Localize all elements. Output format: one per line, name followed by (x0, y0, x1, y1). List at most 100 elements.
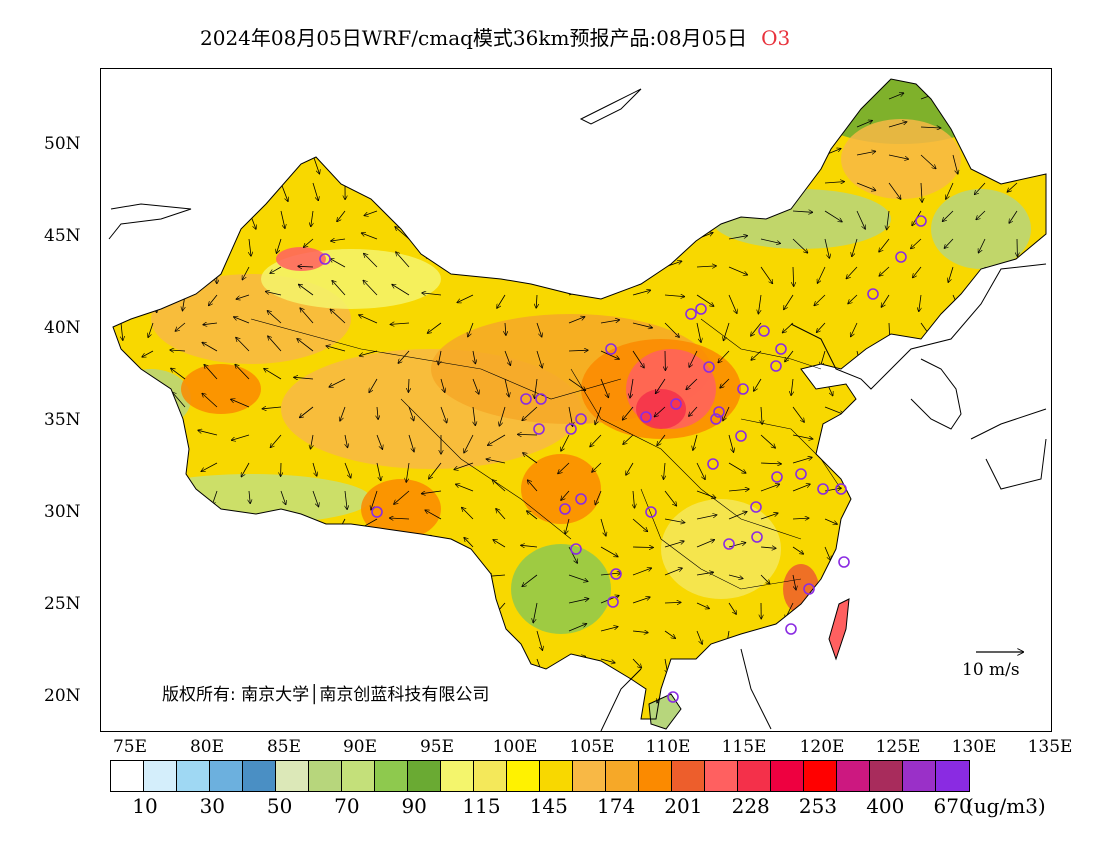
wind-vector (760, 513, 778, 520)
wind-vector (152, 266, 160, 285)
wind-vector (792, 574, 796, 590)
wind-vector (113, 686, 122, 697)
wind-vector (751, 630, 762, 646)
wind-vector (331, 239, 346, 241)
city-marker (607, 596, 619, 608)
wind-vector (301, 98, 314, 113)
colorbar-swatch (903, 761, 936, 791)
wind-vector (856, 428, 875, 436)
wind-vector (262, 602, 282, 603)
wind-vector (207, 91, 218, 100)
wind-vector (696, 154, 707, 168)
wind-vector (184, 602, 185, 622)
wind-vector (280, 518, 286, 535)
lon-label-85e: 85E (266, 737, 302, 757)
wind-vector (758, 714, 762, 719)
wind-vector (152, 602, 158, 619)
wind-vector (632, 238, 645, 239)
wind-vector (696, 490, 716, 498)
wind-vector (134, 685, 154, 687)
colorbar-label: 30 (199, 794, 226, 818)
wind-vector (888, 93, 904, 100)
wind-vector (952, 602, 957, 620)
wind-vector (664, 568, 682, 576)
wind-vector (332, 653, 346, 660)
city-marker (667, 691, 679, 703)
wind-vector (600, 238, 615, 244)
wind-vector (568, 574, 588, 581)
wind-vector (952, 347, 973, 352)
wind-vector (728, 434, 734, 452)
wind-vector (845, 574, 858, 590)
wind-vector (523, 453, 538, 464)
wind-vector (568, 599, 589, 604)
wind-vector (438, 350, 441, 365)
wind-vector (561, 490, 570, 500)
wind-vector (824, 238, 829, 258)
wind-vector (856, 378, 874, 389)
wind-vector (632, 261, 647, 268)
wind-vector (1016, 98, 1029, 115)
wind-vector (728, 294, 737, 313)
wind-vector (114, 658, 122, 677)
wind-vector (920, 630, 928, 646)
colorbar-label: 174 (597, 794, 636, 818)
wind-vector (271, 648, 282, 660)
wind-vector (1016, 317, 1035, 324)
wind-vector (249, 490, 250, 503)
city-marker (570, 543, 582, 555)
wind-vector (689, 350, 698, 367)
wind-vector (952, 434, 965, 440)
taiwan-island (828, 598, 850, 661)
wind-vector (600, 320, 619, 324)
wind-vector (568, 267, 582, 270)
wind-vector (464, 434, 474, 453)
wind-vector (277, 238, 282, 253)
wind-vector (600, 596, 619, 604)
wind-vector (536, 322, 542, 337)
wind-vector (888, 182, 901, 199)
wind-vector (696, 266, 716, 267)
korea-peninsula (910, 358, 962, 430)
wind-vector (216, 210, 223, 230)
wind-vector (824, 518, 837, 524)
wind-vector (502, 714, 506, 719)
wind-vector (696, 572, 713, 576)
wind-vector (792, 98, 804, 110)
wind-vector (521, 124, 538, 128)
wind-vector (824, 431, 845, 436)
wind-vector (462, 508, 474, 520)
wind-vector (655, 406, 666, 417)
province-boundary (700, 318, 822, 370)
wind-vector (568, 317, 585, 324)
wind-vector (888, 687, 902, 690)
wind-vector (332, 281, 346, 296)
wind-vector (533, 602, 538, 623)
wind-vector (632, 568, 651, 576)
wind-vector (184, 546, 189, 560)
wind-vector (121, 322, 123, 340)
wind-vector (492, 126, 506, 132)
wind-vector (150, 630, 154, 650)
wind-vector (984, 715, 1005, 717)
wind-vector (487, 231, 506, 240)
wind-vector (142, 87, 154, 100)
wind-vector (425, 510, 442, 520)
wind-vector (1016, 603, 1030, 606)
wind-vector (237, 708, 250, 716)
wind-vector (300, 406, 314, 418)
wind-vector (812, 602, 826, 617)
wind-vector (856, 458, 873, 464)
wind-vector (948, 490, 954, 508)
wind-vector (724, 98, 730, 117)
wind-vector (165, 659, 186, 661)
wind-vector (952, 462, 959, 476)
city-marker (915, 215, 927, 227)
wind-vector (783, 322, 794, 333)
wind-vector (887, 630, 889, 650)
wind-vector (312, 126, 313, 147)
wind-vector (360, 350, 378, 356)
wind-vector (170, 350, 186, 351)
wind-vector (176, 88, 186, 100)
wind-vector (243, 574, 250, 593)
